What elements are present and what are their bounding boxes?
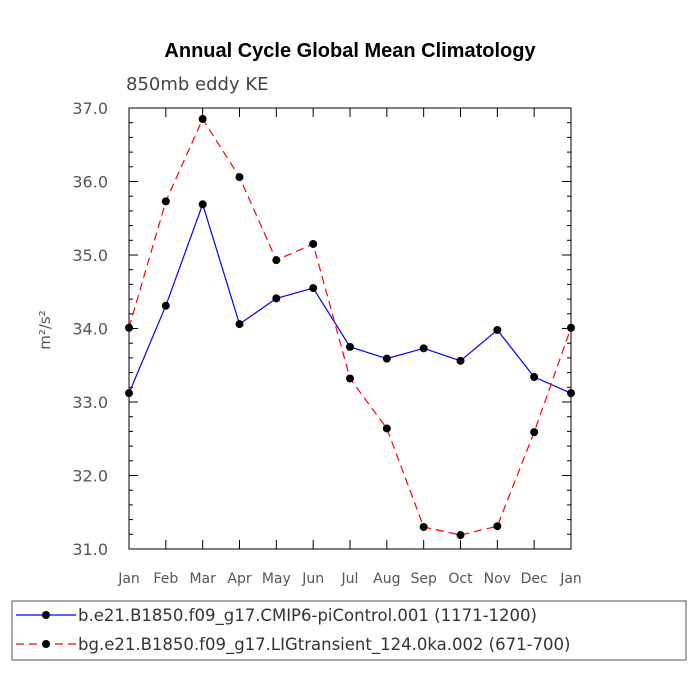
data-point	[346, 342, 354, 351]
series-1	[125, 200, 575, 398]
data-point	[346, 374, 354, 383]
y-tick-label: 34.0	[72, 320, 108, 339]
legend: b.e21.B1850.f09_g17.CMIP6-piControl.001 …	[16, 606, 571, 655]
data-point	[198, 115, 207, 124]
data-point	[567, 389, 575, 398]
legend-marker	[42, 611, 50, 619]
data-point	[125, 323, 133, 332]
data-point	[198, 200, 207, 209]
x-tick-label: Nov	[484, 571, 511, 587]
x-tick-label: Jul	[341, 571, 359, 587]
chart-title: Annual Cycle Global Mean Climatology	[164, 40, 536, 62]
data-point	[419, 522, 428, 531]
data-point	[272, 294, 281, 303]
y-tick-label: 36.0	[72, 173, 108, 192]
data-point	[382, 424, 391, 433]
chart-subtitle: 850mb eddy KE	[126, 74, 269, 95]
x-tick-label: Jun	[301, 571, 324, 587]
x-tick-label: Feb	[153, 571, 178, 587]
data-point	[382, 354, 391, 363]
data-point	[272, 256, 281, 265]
series-2	[125, 115, 575, 540]
x-tick-label: Mar	[189, 571, 216, 587]
y-tick-label: 33.0	[72, 393, 108, 412]
data-point	[235, 173, 244, 182]
series-group	[125, 115, 575, 540]
y-tick-label: 32.0	[72, 467, 108, 486]
data-point	[567, 323, 575, 332]
legend-label: bg.e21.B1850.f09_g17.LIGtransient_124.0k…	[78, 635, 571, 655]
y-tick-label: 37.0	[72, 99, 108, 118]
y-axis-label: m²/s²	[36, 310, 54, 350]
data-point	[309, 284, 318, 293]
series-line	[128, 117, 572, 536]
x-tick-label: Dec	[521, 571, 548, 587]
legend-label: b.e21.B1850.f09_g17.CMIP6-piControl.001 …	[78, 606, 537, 626]
data-point	[456, 356, 465, 365]
axes: 31.0 32.0 33.0 34.0 35.0 36.0 37.0 Jan Feb Mar Apr…	[72, 99, 581, 587]
plot-frame	[128, 107, 572, 550]
x-tick-label: Oct	[448, 571, 473, 587]
x-tick-label: Sep	[410, 571, 437, 587]
x-tick-label: May	[262, 571, 291, 587]
x-tick-label: Jan	[117, 571, 140, 587]
data-point	[161, 301, 170, 310]
data-point	[456, 531, 465, 540]
data-point	[419, 344, 428, 353]
data-point	[493, 522, 502, 531]
data-point	[309, 239, 318, 248]
legend-marker	[42, 640, 50, 648]
x-tick-label: Apr	[227, 571, 251, 587]
data-point	[530, 373, 539, 382]
y-tick-label: 35.0	[72, 246, 108, 265]
series-line	[128, 202, 572, 394]
data-point	[125, 389, 133, 398]
data-point	[235, 320, 244, 329]
data-point	[161, 197, 170, 206]
x-tick-label: Aug	[373, 571, 400, 587]
data-point	[530, 428, 539, 437]
data-point	[493, 325, 502, 334]
x-tick-label: Jan	[559, 571, 582, 587]
legend-box	[11, 600, 687, 661]
y-tick-label: 31.0	[72, 540, 108, 559]
